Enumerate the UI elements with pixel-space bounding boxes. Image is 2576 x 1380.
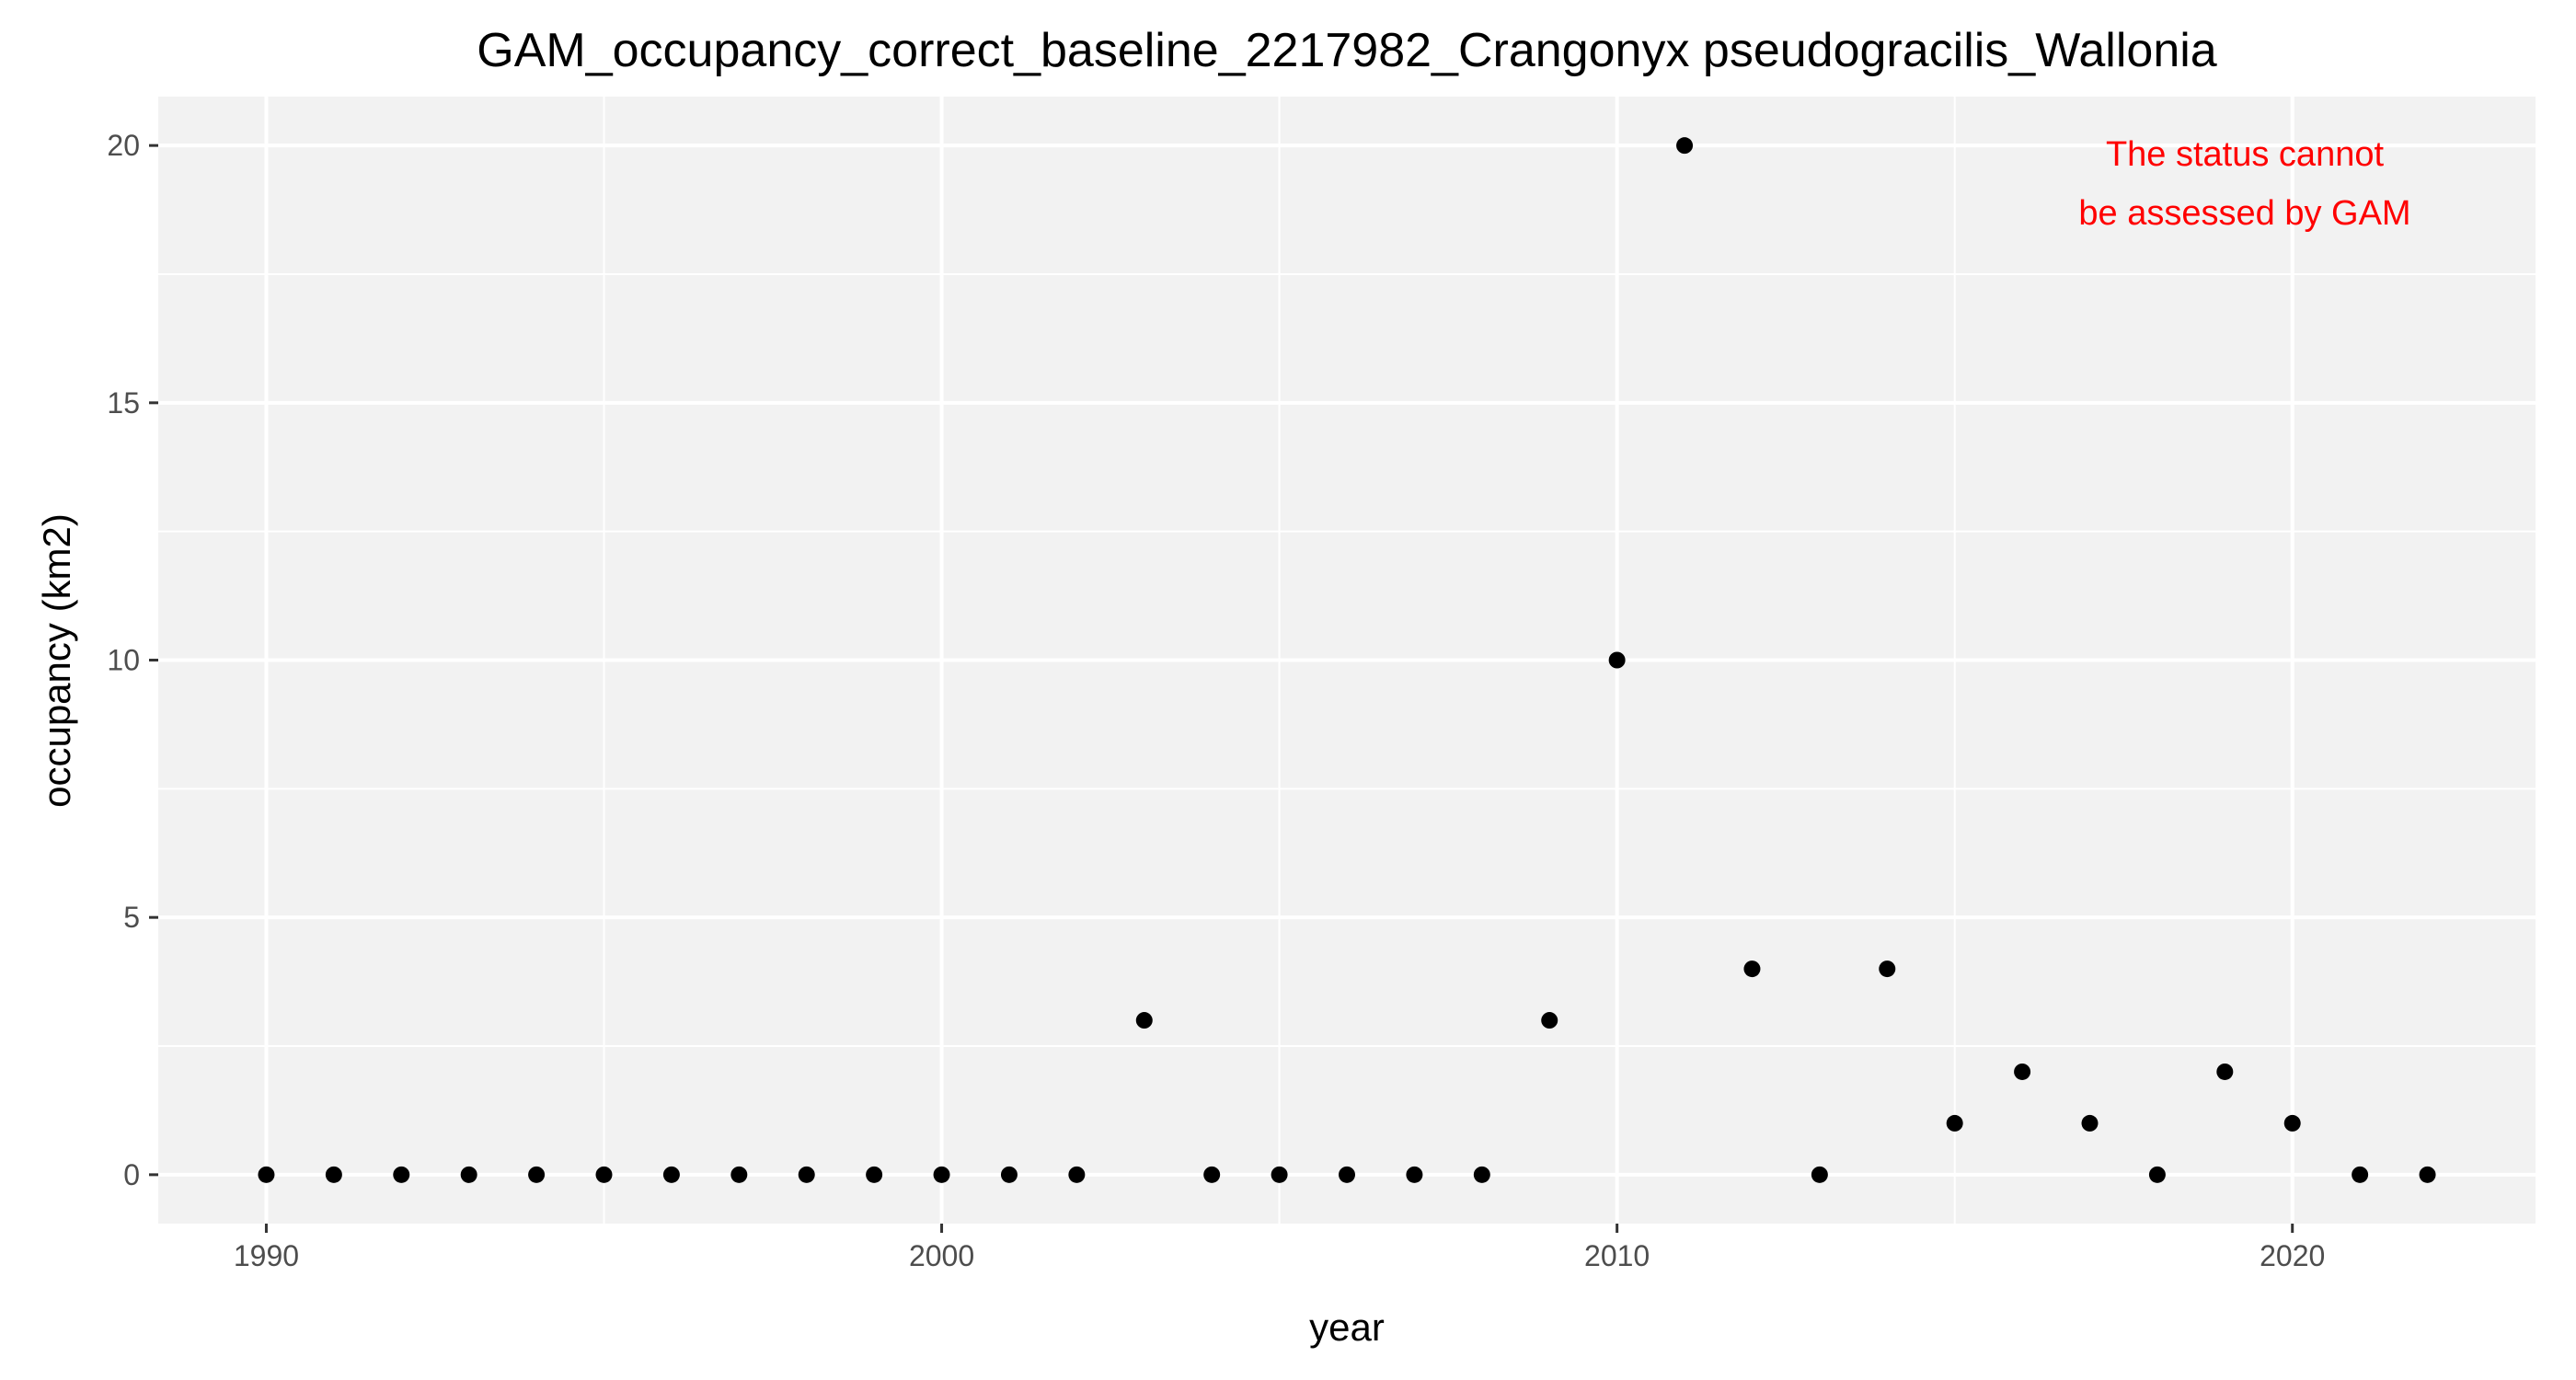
y-axis-title: occupancy (km2) bbox=[35, 513, 78, 808]
annotation-line: The status cannot bbox=[2106, 135, 2385, 174]
data-point bbox=[2283, 1114, 2301, 1132]
x-tick-label: 2020 bbox=[2260, 1239, 2325, 1272]
y-tick-label: 15 bbox=[107, 386, 140, 420]
data-point bbox=[1406, 1166, 1423, 1183]
y-tick-label: 5 bbox=[123, 901, 140, 934]
chart-title: GAM_occupancy_correct_baseline_2217982_C… bbox=[477, 24, 2217, 77]
data-point bbox=[1946, 1114, 1963, 1132]
data-points bbox=[258, 137, 2436, 1183]
data-point bbox=[730, 1166, 748, 1183]
data-point bbox=[1068, 1166, 1086, 1183]
data-point bbox=[2352, 1166, 2369, 1183]
data-point bbox=[1203, 1166, 1221, 1183]
data-point bbox=[933, 1166, 950, 1183]
data-point bbox=[798, 1166, 815, 1183]
data-point bbox=[2148, 1166, 2166, 1183]
data-point bbox=[2014, 1063, 2031, 1080]
annotation-line: be assessed by GAM bbox=[2078, 194, 2410, 233]
x-tick-label: 1990 bbox=[234, 1239, 299, 1272]
data-point bbox=[460, 1166, 477, 1183]
data-point bbox=[1541, 1012, 1558, 1029]
data-point bbox=[866, 1166, 883, 1183]
data-point bbox=[2216, 1063, 2234, 1080]
y-axis: 0 5 10 15 20 bbox=[107, 129, 158, 1191]
data-point bbox=[595, 1166, 613, 1183]
data-point bbox=[1473, 1166, 1490, 1183]
data-point bbox=[1339, 1166, 1355, 1183]
data-point bbox=[2081, 1114, 2099, 1132]
y-tick-label: 0 bbox=[123, 1158, 140, 1191]
data-point bbox=[1135, 1012, 1153, 1029]
x-tick-label: 2010 bbox=[1584, 1239, 1650, 1272]
data-point bbox=[2419, 1166, 2436, 1183]
data-point bbox=[393, 1166, 410, 1183]
data-point bbox=[662, 1166, 680, 1183]
data-point bbox=[1743, 960, 1761, 978]
x-tick-label: 2000 bbox=[909, 1239, 974, 1272]
x-axis: 1990 2000 2010 2020 bbox=[234, 1224, 2325, 1272]
data-point bbox=[1676, 137, 1694, 155]
y-tick-label: 20 bbox=[107, 129, 140, 162]
data-point bbox=[325, 1166, 342, 1183]
data-point bbox=[1811, 1166, 1828, 1183]
data-point bbox=[1271, 1166, 1288, 1183]
data-point bbox=[1000, 1166, 1018, 1183]
data-point bbox=[528, 1166, 546, 1183]
data-point bbox=[1608, 651, 1626, 669]
annotation: The status cannot be assessed by GAM bbox=[2078, 135, 2410, 233]
y-tick-label: 10 bbox=[107, 644, 140, 677]
x-axis-title: year bbox=[1309, 1305, 1385, 1349]
data-point bbox=[258, 1166, 275, 1183]
data-point bbox=[1879, 960, 1896, 978]
